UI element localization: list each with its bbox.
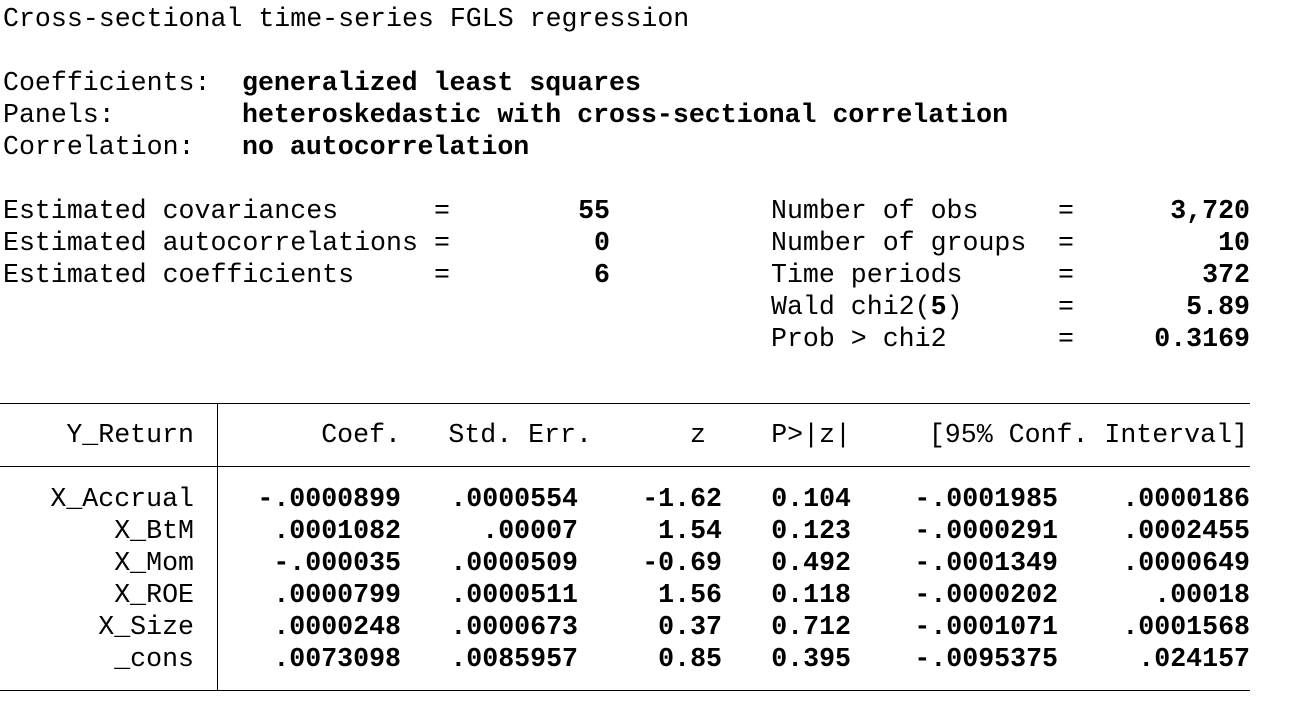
- prob-chi2-label: Prob > chi2: [771, 324, 947, 354]
- cell-ci-low: -.0000291: [914, 516, 1058, 546]
- equals-sign: =: [434, 196, 450, 226]
- cell-pvalue: 0.104: [771, 484, 851, 514]
- cell-z: 0.37: [658, 612, 722, 642]
- cell-pvalue: 0.123: [771, 516, 851, 546]
- cell-coef: -.0000899: [257, 484, 401, 514]
- correlation-value: no autocorrelation: [242, 132, 530, 162]
- est-coefficients-value: 6: [594, 260, 610, 290]
- equals-sign: =: [1058, 324, 1074, 354]
- est-covariances-label: Estimated covariances: [3, 196, 339, 226]
- cell-ci-high: .024157: [1138, 644, 1250, 674]
- cell-ci-high: .0001568: [1122, 612, 1250, 642]
- cell-coef: .0000799: [273, 580, 401, 610]
- depvar-header: Y_Return: [66, 420, 194, 450]
- cell-coef: -.000035: [273, 548, 401, 578]
- table-vertical-rule: [217, 403, 218, 690]
- num-obs-label: Number of obs: [771, 196, 979, 226]
- correlation-label: Correlation:: [3, 132, 195, 162]
- row-label: X_Size: [98, 612, 194, 642]
- cell-ci-high: .0002455: [1122, 516, 1250, 546]
- cell-ci-low: -.0001349: [914, 548, 1058, 578]
- cell-z: -0.69: [642, 548, 722, 578]
- cell-stderr: .0000673: [450, 612, 578, 642]
- cell-ci-high: .00018: [1154, 580, 1250, 610]
- cell-stderr: .0000509: [450, 548, 578, 578]
- wald-chi2-label-close: ): [946, 292, 963, 322]
- row-label: X_ROE: [114, 580, 194, 610]
- cell-stderr: .00007: [482, 516, 578, 546]
- wald-chi2-df: 5: [930, 292, 947, 322]
- table-bottom-rule: [0, 690, 1250, 691]
- cell-pvalue: 0.492: [771, 548, 851, 578]
- cell-coef: .0001082: [273, 516, 401, 546]
- cell-ci-low: -.0001071: [914, 612, 1058, 642]
- cell-z: 1.54: [658, 516, 722, 546]
- coefficients-label: Coefficients:: [3, 68, 211, 98]
- output-title: Cross-sectional time-series FGLS regress…: [3, 4, 690, 34]
- wald-chi2-label-text: Wald chi2(: [771, 292, 931, 322]
- row-label: X_BtM: [114, 516, 194, 546]
- est-covariances-value: 55: [578, 196, 610, 226]
- time-periods-label: Time periods: [771, 260, 963, 290]
- wald-chi2-label: Wald chi2(5): [771, 291, 963, 323]
- cell-ci-low: -.0000202: [914, 580, 1058, 610]
- est-autocorrelations-label: Estimated autocorrelations: [3, 228, 418, 258]
- equals-sign: =: [1058, 260, 1074, 290]
- num-obs-value: 3,720: [1170, 196, 1250, 226]
- panels-label: Panels:: [3, 100, 115, 130]
- time-periods-value: 372: [1202, 260, 1250, 290]
- cell-coef: .0073098: [273, 644, 401, 674]
- num-groups-value: 10: [1218, 228, 1250, 258]
- cell-z: 0.85: [658, 644, 722, 674]
- cell-z: 1.56: [658, 580, 722, 610]
- equals-sign: =: [434, 228, 450, 258]
- row-label: X_Accrual: [50, 484, 194, 514]
- cell-ci-low: -.0001985: [914, 484, 1058, 514]
- table-top-rule: [0, 403, 1250, 404]
- table-header-rule: [0, 466, 1250, 467]
- equals-sign: =: [1058, 292, 1074, 322]
- cell-ci-low: -.0095375: [914, 644, 1058, 674]
- num-groups-label: Number of groups: [771, 228, 1027, 258]
- coefficients-value: generalized least squares: [242, 68, 641, 98]
- cell-stderr: .0085957: [450, 644, 578, 674]
- est-autocorrelations-value: 0: [594, 228, 610, 258]
- prob-chi2-value: 0.3169: [1154, 324, 1250, 354]
- cell-pvalue: 0.395: [771, 644, 851, 674]
- equals-sign: =: [1058, 196, 1074, 226]
- col-header-conf-interval: [95% Conf. Interval]: [928, 420, 1248, 450]
- row-label: _cons: [114, 644, 194, 674]
- col-header-stderr: Std. Err.: [448, 420, 592, 450]
- cell-ci-high: .0000186: [1122, 484, 1250, 514]
- row-label: X_Mom: [114, 548, 194, 578]
- col-header-z: z: [690, 420, 706, 450]
- cell-pvalue: 0.712: [771, 612, 851, 642]
- equals-sign: =: [1058, 228, 1074, 258]
- equals-sign: =: [434, 260, 450, 290]
- wald-chi2-value: 5.89: [1186, 292, 1250, 322]
- cell-pvalue: 0.118: [771, 580, 851, 610]
- cell-stderr: .0000511: [450, 580, 578, 610]
- cell-ci-high: .0000649: [1122, 548, 1250, 578]
- est-coefficients-label: Estimated coefficients: [3, 260, 355, 290]
- col-header-coef: Coef.: [321, 420, 401, 450]
- col-header-pvalue: P>|z|: [771, 420, 851, 450]
- cell-z: -1.62: [642, 484, 722, 514]
- cell-stderr: .0000554: [450, 484, 578, 514]
- panels-value: heteroskedastic with cross-sectional cor…: [242, 100, 1009, 130]
- cell-coef: .0000248: [273, 612, 401, 642]
